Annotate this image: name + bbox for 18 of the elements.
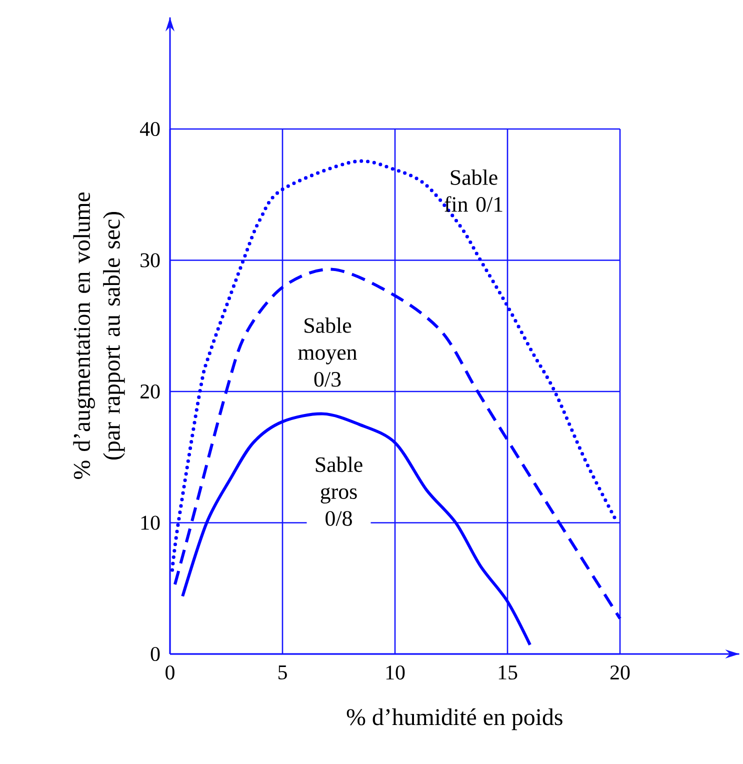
- annotation: Sable moyen 0/3: [298, 318, 357, 387]
- x-tick-label: 5: [278, 665, 287, 680]
- annotation: Sable fin 0/1: [444, 170, 502, 212]
- x-axis-title: % d’humidité en poids: [346, 708, 562, 730]
- x-tick-label: 0: [166, 666, 174, 680]
- y-axis-title: % d’augmentation en volume (par rapport au sable sec): [73, 192, 125, 479]
- x-tick-label: 20: [610, 666, 630, 680]
- line-series: [173, 268, 622, 620]
- y-tick-label: 0: [150, 646, 160, 662]
- y-tick-label: 30: [140, 253, 160, 268]
- y-tick-label: 20: [140, 384, 160, 399]
- line-series: [170, 159, 618, 572]
- x-tick-label: 15: [498, 665, 518, 680]
- x-tick-label: 10: [386, 666, 405, 680]
- line-series: [181, 412, 532, 646]
- y-tick-label: 40: [140, 122, 160, 136]
- y-tick-label: 10: [141, 516, 160, 530]
- annotation: Sable gros 0/8: [316, 456, 362, 526]
